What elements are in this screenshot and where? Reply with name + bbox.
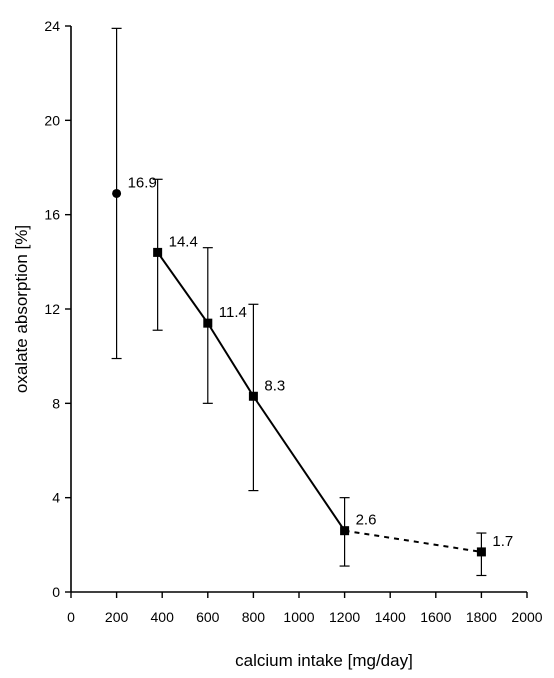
y-tick-label: 4: [52, 490, 60, 506]
x-tick-label: 800: [242, 609, 266, 625]
data-point-square: [476, 547, 486, 557]
x-tick-label: 1000: [283, 609, 314, 625]
data-point-square: [248, 391, 258, 401]
data-value-label: 16.9: [128, 174, 157, 191]
data-value-label: 11.4: [219, 304, 247, 321]
x-tick-label: 1600: [420, 609, 451, 625]
data-value-label: 14.4: [169, 233, 198, 250]
axes: 0 4 8 12 16 20 24 0 200 400 600 800 1000 1200 1400 1600…: [44, 18, 542, 625]
x-tick-label: 400: [151, 609, 175, 625]
y-tick-label: 0: [52, 584, 60, 600]
x-tick-label: 600: [196, 609, 220, 625]
y-tick-label: 8: [52, 395, 60, 411]
data-point-square: [203, 318, 213, 328]
x-axis-title: calcium intake [mg/day]: [235, 651, 413, 670]
error-bars: [111, 27, 487, 577]
data-point-circle: [112, 188, 122, 198]
y-tick-label: 24: [44, 18, 60, 34]
x-tick-label: 200: [105, 609, 129, 625]
x-tick-label: 2000: [511, 609, 542, 625]
y-tick-label: 16: [44, 207, 60, 223]
series-lines: [156, 251, 482, 553]
x-tick-label: 1800: [466, 609, 497, 625]
x-tick-label: 1400: [375, 609, 406, 625]
data-point-square: [153, 247, 163, 257]
x-tick-label: 1200: [329, 609, 360, 625]
solid-trend-line: [156, 251, 346, 532]
dashed-trend-line: [344, 529, 482, 553]
x-tick-label: 0: [67, 609, 75, 625]
data-point-square: [340, 526, 350, 536]
y-tick-label: 20: [44, 112, 60, 128]
y-axis-title: oxalate absorption [%]: [12, 225, 31, 393]
data-value-label: 2.6: [356, 512, 377, 529]
markers: [112, 188, 486, 557]
data-value-label: 1.7: [492, 533, 513, 550]
y-tick-label: 12: [44, 301, 60, 317]
data-value-label: 8.3: [264, 377, 285, 394]
data-labels: 16.9 14.4 11.4 8.3 2.6 1.7: [128, 174, 514, 549]
